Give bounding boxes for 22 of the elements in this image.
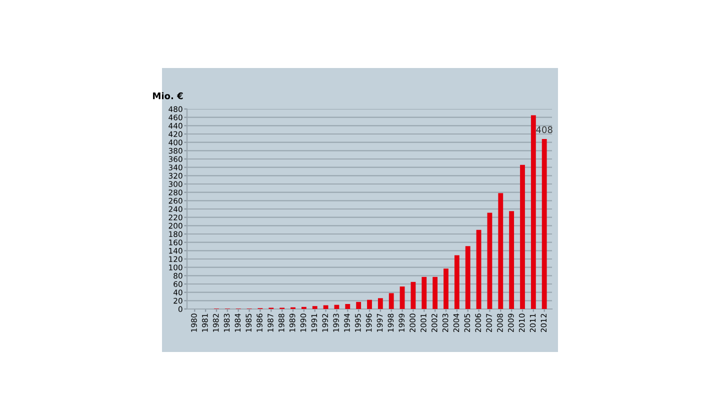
- bar: [465, 246, 470, 309]
- bar: [388, 293, 394, 309]
- bar: [400, 286, 405, 309]
- data-label: 408: [536, 126, 552, 134]
- bar: [530, 115, 536, 309]
- bar: [444, 268, 448, 309]
- bar: [487, 212, 492, 309]
- bar: [432, 276, 438, 309]
- bar: [378, 298, 383, 309]
- bar: [356, 302, 362, 309]
- bar: [345, 304, 350, 309]
- bar: [367, 300, 372, 309]
- y-axis-title: Mio. €: [153, 92, 183, 100]
- bar: [454, 255, 460, 309]
- bar: [422, 276, 427, 309]
- bar: [509, 211, 514, 309]
- bar: [312, 306, 318, 309]
- bar: [476, 230, 482, 309]
- bar: [520, 164, 525, 309]
- bar: [542, 139, 547, 309]
- bar: [410, 282, 416, 309]
- bar: [498, 193, 504, 309]
